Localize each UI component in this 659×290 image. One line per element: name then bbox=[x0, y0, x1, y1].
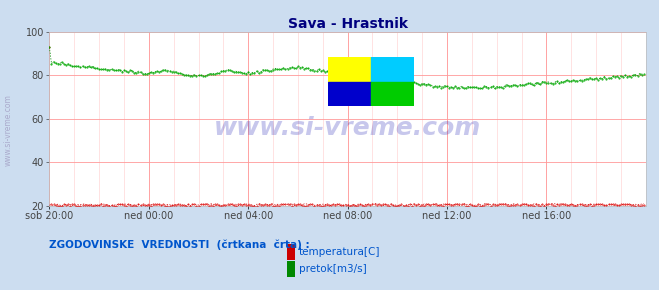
Bar bbox=[328, 57, 371, 81]
Text: pretok[m3/s]: pretok[m3/s] bbox=[299, 264, 366, 274]
Bar bbox=[328, 81, 371, 106]
Bar bbox=[371, 81, 415, 106]
Text: www.si-vreme.com: www.si-vreme.com bbox=[4, 95, 13, 166]
Text: www.si-vreme.com: www.si-vreme.com bbox=[214, 116, 481, 139]
Bar bbox=[371, 57, 415, 81]
Text: temperatura[C]: temperatura[C] bbox=[299, 246, 380, 257]
Text: ZGODOVINSKE  VREDNOSTI  (črtkana  črta) :: ZGODOVINSKE VREDNOSTI (črtkana črta) : bbox=[49, 240, 310, 250]
Title: Sava - Hrastnik: Sava - Hrastnik bbox=[287, 17, 408, 31]
